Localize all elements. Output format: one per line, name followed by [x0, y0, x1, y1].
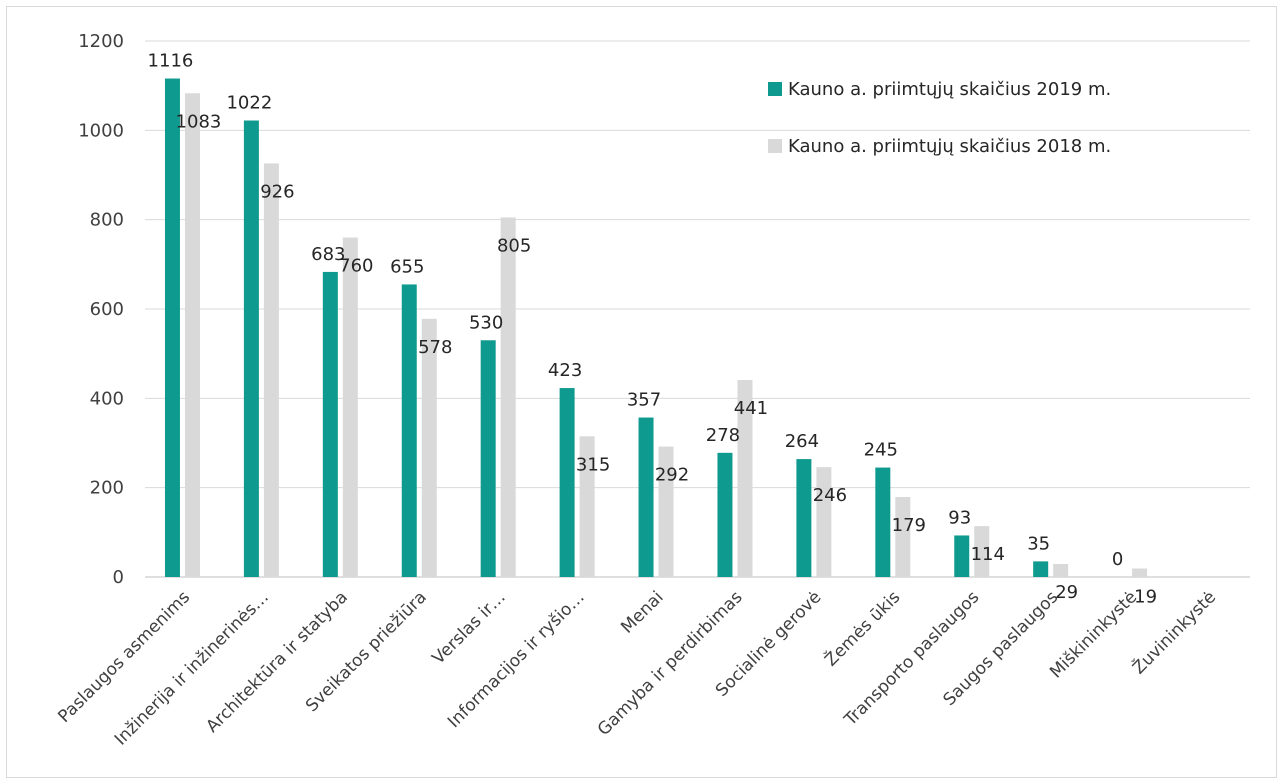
bar — [1053, 564, 1069, 577]
x-tick-label: Paslaugos asmenims — [54, 587, 194, 727]
data-label: 245 — [864, 440, 898, 461]
y-tick-label: 1200 — [78, 31, 124, 52]
x-tick-label: Verslas ir… — [429, 587, 510, 668]
data-label: 530 — [469, 312, 503, 333]
data-label: 93 — [948, 507, 971, 528]
bar — [974, 526, 990, 577]
bar — [875, 467, 891, 577]
data-label: 1116 — [148, 51, 194, 72]
bar — [421, 318, 437, 577]
bar — [796, 459, 812, 577]
data-label: 292 — [655, 465, 689, 486]
data-label: 29 — [1055, 582, 1078, 603]
data-label: 760 — [339, 256, 373, 277]
y-tick-label: 400 — [90, 388, 124, 409]
bar — [638, 417, 654, 577]
y-tick-label: 0 — [113, 567, 124, 588]
bar — [737, 380, 753, 577]
y-tick-label: 800 — [90, 210, 124, 231]
data-label: 35 — [1027, 533, 1050, 554]
chart-frame — [6, 6, 1277, 778]
y-tick-label: 600 — [90, 299, 124, 320]
legend-label: Kauno a. priimtųjų skaičius 2019 m. — [788, 79, 1111, 100]
bar — [1132, 568, 1148, 577]
x-tick-label: Informacijos ir ryšio… — [444, 587, 589, 732]
data-label: 278 — [706, 425, 740, 446]
bar — [658, 446, 674, 577]
bar — [954, 535, 970, 577]
y-axis-ticks: 0 200 400 600 800 1000 1200 — [78, 31, 124, 588]
x-tick-label: Menai — [617, 587, 667, 637]
data-label: 246 — [813, 485, 847, 506]
data-label: 655 — [390, 256, 424, 277]
bar — [1033, 561, 1049, 577]
bar — [263, 163, 279, 578]
data-label: 423 — [548, 360, 582, 381]
data-label: 264 — [785, 431, 819, 452]
y-tick-label: 1000 — [78, 120, 124, 141]
data-label: 578 — [418, 337, 452, 358]
bar — [164, 78, 180, 578]
legend: Kauno a. priimtųjų skaičius 2019 m. Kauno… — [768, 79, 1111, 157]
bar — [717, 452, 733, 577]
x-tick-label: Žemės ūkis — [820, 586, 905, 671]
data-label: 179 — [892, 515, 926, 536]
bar — [243, 120, 259, 578]
bars — [164, 78, 1148, 578]
bar — [480, 340, 496, 577]
data-label: 315 — [576, 454, 610, 475]
bar — [500, 217, 516, 577]
data-label: 805 — [497, 235, 531, 256]
x-tick-label: Architektūra ir statyba — [202, 587, 351, 736]
y-tick-label: 200 — [90, 478, 124, 499]
bar — [816, 467, 832, 577]
bar — [895, 497, 911, 577]
x-tick-label: Gamyba ir perdirbimas — [594, 587, 747, 740]
data-label: 441 — [734, 398, 768, 419]
data-label: 1083 — [176, 111, 222, 132]
x-tick-label: Transporto paslaugos — [840, 587, 983, 730]
bar — [184, 93, 200, 577]
bar — [401, 284, 417, 577]
legend-swatch — [768, 82, 782, 96]
legend-label: Kauno a. priimtųjų skaičius 2018 m. — [788, 136, 1111, 157]
bar — [342, 237, 358, 578]
bar — [559, 388, 575, 577]
data-label: 19 — [1134, 587, 1157, 608]
bar — [322, 271, 338, 577]
legend-swatch — [768, 139, 782, 153]
bar — [579, 436, 595, 577]
data-label: 926 — [260, 181, 294, 202]
data-label: 1022 — [226, 93, 272, 114]
data-label: 357 — [627, 390, 661, 411]
x-tick-label: Inžinerija ir inžinerinės… — [111, 587, 273, 749]
data-label: 683 — [311, 244, 345, 265]
gridlines — [145, 40, 1250, 578]
data-label: 0 — [1112, 549, 1123, 570]
data-label: 114 — [971, 544, 1005, 565]
